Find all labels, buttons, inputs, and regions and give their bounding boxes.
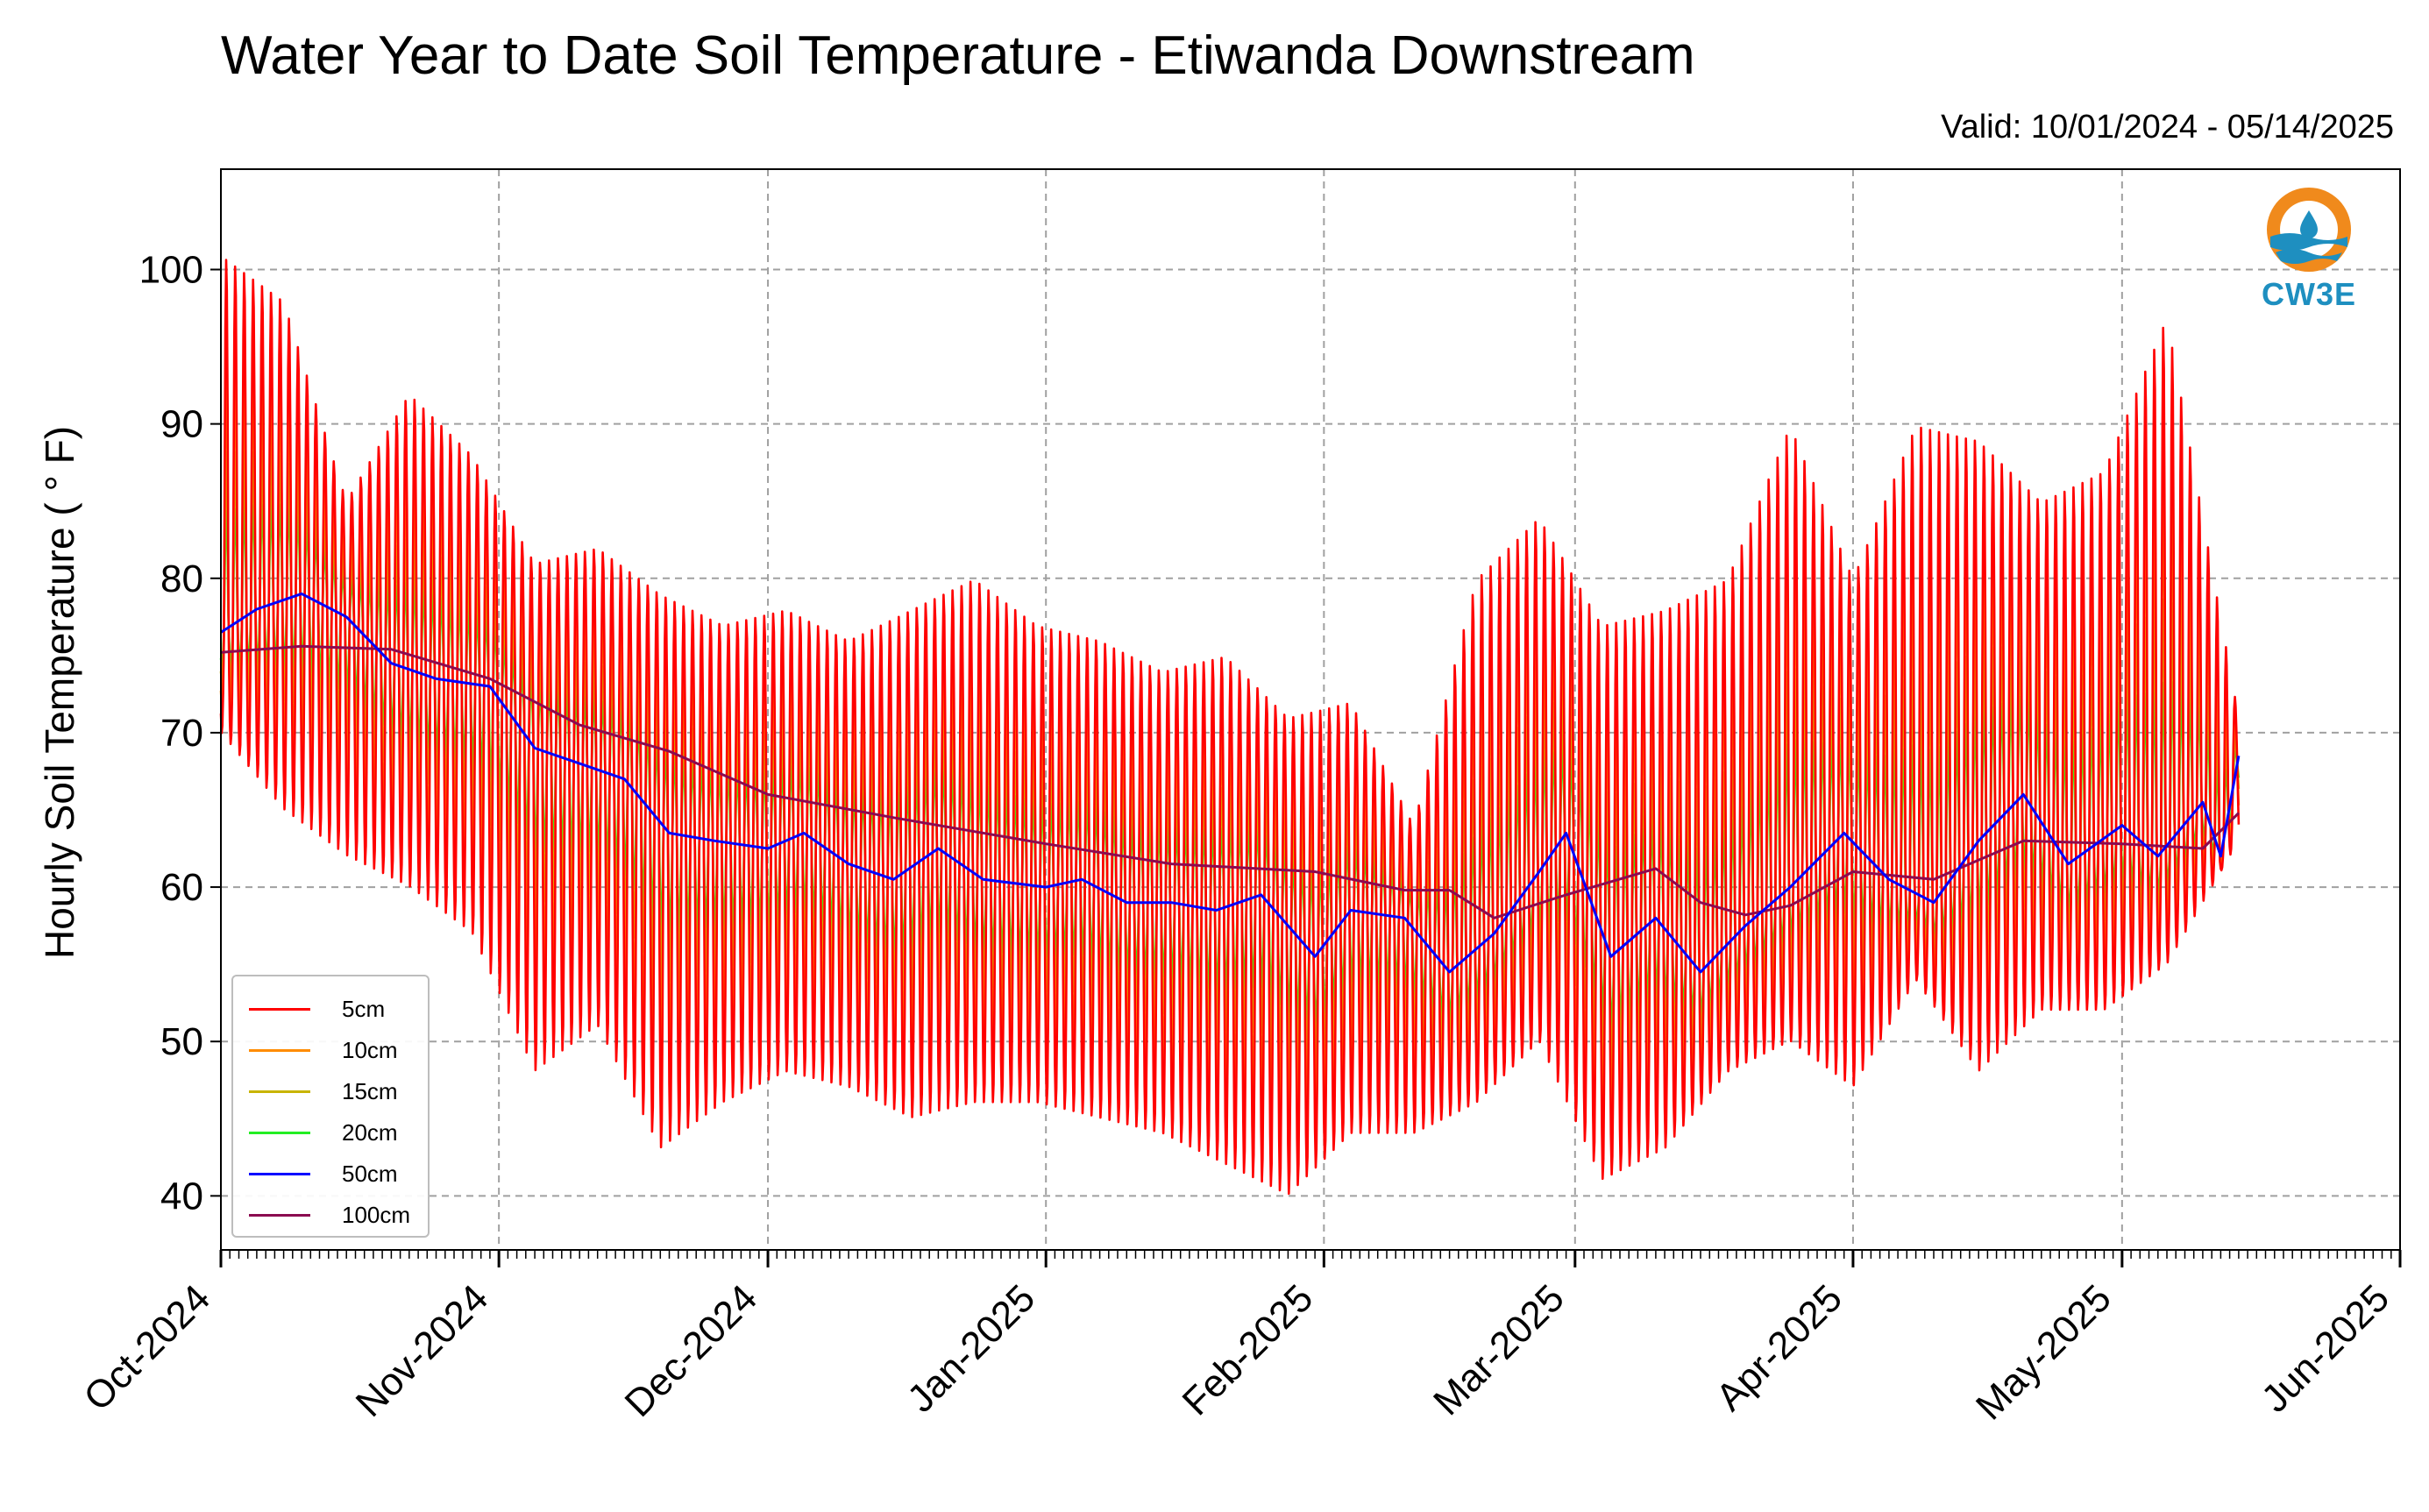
x-tick-label: Oct-2024 xyxy=(75,1276,218,1419)
legend-line xyxy=(249,1173,310,1175)
x-tick-label: Jan-2025 xyxy=(899,1276,1043,1420)
chart-title: Water Year to Date Soil Temperature - Et… xyxy=(221,25,1695,86)
y-tick-label: 70 xyxy=(160,712,203,755)
plot-series xyxy=(219,259,2241,1196)
valid-date-range: Valid: 10/01/2024 - 05/14/2025 xyxy=(1941,109,2394,146)
cw3e-logo: CW3E xyxy=(2260,184,2358,313)
x-tick-label: Mar-2025 xyxy=(1425,1276,1573,1423)
x-minor-ticks xyxy=(220,1250,2401,1259)
legend-line xyxy=(249,1132,310,1134)
legend-line xyxy=(249,1008,310,1011)
y-tick-label: 90 xyxy=(160,403,203,446)
legend-item: 100cm xyxy=(249,1195,428,1236)
legend-label: 15cm xyxy=(342,1078,398,1104)
legend-line xyxy=(249,1214,310,1217)
x-tick-label: Feb-2025 xyxy=(1175,1276,1322,1423)
y-tick-label: 50 xyxy=(160,1020,203,1063)
x-tick-label: May-2025 xyxy=(1968,1276,2120,1428)
legend-label: 10cm xyxy=(342,1037,398,1063)
legend-item: 5cm xyxy=(249,989,428,1030)
series-100cm xyxy=(220,644,2240,919)
series-50cm xyxy=(220,592,2241,974)
legend-item: 10cm xyxy=(249,1030,428,1071)
plot-frame xyxy=(220,168,2401,1251)
legend-label: 5cm xyxy=(342,996,386,1022)
y-tick-label: 60 xyxy=(160,866,203,909)
x-tick-label: Nov-2024 xyxy=(348,1276,497,1425)
series-5cm xyxy=(219,259,2241,1196)
legend-label: 50cm xyxy=(342,1161,398,1187)
legend-label: 20cm xyxy=(342,1119,398,1146)
x-tick-label: Dec-2024 xyxy=(617,1276,766,1425)
legend-label: 100cm xyxy=(342,1202,411,1228)
legend-item: 20cm xyxy=(249,1112,428,1154)
legend: 5cm 10cm 15cm 20cm 50cm 100cm xyxy=(231,975,430,1238)
y-tick-label: 80 xyxy=(160,557,203,600)
y-tick-label: 100 xyxy=(139,248,203,291)
legend-item: 50cm xyxy=(249,1154,428,1195)
x-tick-label: Apr-2025 xyxy=(1708,1276,1850,1419)
legend-line xyxy=(249,1090,310,1093)
logo-text: CW3E xyxy=(2261,276,2356,312)
x-tick-label: Jun-2025 xyxy=(2254,1276,2397,1420)
y-tick-label: 40 xyxy=(160,1175,203,1217)
legend-line xyxy=(249,1049,310,1052)
cw3e-logo-icon xyxy=(2267,188,2351,272)
legend-item: 15cm xyxy=(249,1071,428,1112)
